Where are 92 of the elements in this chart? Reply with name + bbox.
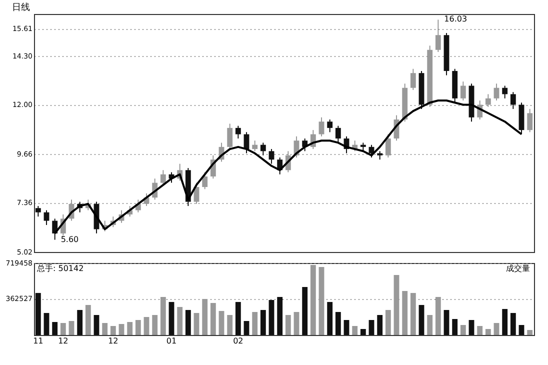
candlestick <box>44 210 50 226</box>
x-tick-label: 11 <box>33 336 44 346</box>
candlestick <box>227 123 233 150</box>
bar <box>168 302 174 335</box>
candlestick <box>460 81 466 102</box>
bar <box>268 300 274 335</box>
candlestick <box>410 68 416 90</box>
bar <box>402 290 408 335</box>
bar <box>318 266 324 335</box>
bar <box>177 306 183 335</box>
bar <box>427 314 433 335</box>
bar <box>518 324 524 335</box>
bar <box>102 322 108 335</box>
candlestick <box>485 94 491 108</box>
candlestick <box>160 170 166 186</box>
bar <box>127 322 133 335</box>
annotation: 总手: 50142 <box>36 264 84 273</box>
chart-title: 日线 <box>12 2 30 13</box>
bar <box>152 314 158 335</box>
bar <box>435 296 441 335</box>
bar <box>252 312 258 335</box>
candlestick <box>235 125 241 139</box>
bar <box>52 322 58 335</box>
line-series <box>54 100 522 234</box>
bar <box>368 320 374 335</box>
candlestick <box>268 148 274 164</box>
bar <box>494 322 500 335</box>
bar <box>77 310 83 335</box>
bar <box>452 318 458 335</box>
bar <box>235 302 241 335</box>
bar <box>527 330 533 335</box>
bar <box>302 286 308 335</box>
bar <box>260 310 266 335</box>
bar <box>160 296 166 335</box>
bar <box>44 312 50 335</box>
bar <box>377 314 383 335</box>
bar <box>110 326 116 335</box>
bar <box>118 324 124 335</box>
bar <box>310 264 316 335</box>
bar <box>344 320 350 335</box>
x-tick-label: 12 <box>58 336 68 346</box>
bar <box>85 304 91 335</box>
candlestick <box>510 92 516 110</box>
bar <box>460 324 466 335</box>
bar <box>135 320 141 335</box>
x-tick-label: 02 <box>233 336 244 346</box>
bar <box>410 292 416 335</box>
bar <box>194 312 200 335</box>
bar <box>277 296 283 335</box>
bar <box>244 320 250 335</box>
bar <box>335 312 341 335</box>
bar <box>144 316 150 335</box>
candlestick <box>202 172 208 190</box>
bar <box>468 320 474 335</box>
bar <box>68 320 74 335</box>
annotation: 5.60 <box>60 234 79 244</box>
bar <box>294 312 300 335</box>
candlestick <box>35 206 41 218</box>
bar <box>510 312 516 335</box>
candlestick <box>385 134 391 158</box>
bar <box>418 304 424 335</box>
bar <box>485 328 491 335</box>
bar <box>285 314 291 335</box>
bar <box>210 302 216 335</box>
x-tick-label: 12 <box>108 336 118 346</box>
bar <box>502 308 508 335</box>
candlestick <box>252 140 258 152</box>
bar <box>352 326 358 335</box>
bar <box>60 322 66 335</box>
annotation: 成交量 <box>506 264 530 273</box>
x-tick-label: 01 <box>166 336 177 346</box>
bar <box>327 302 333 335</box>
candlestick <box>502 85 508 99</box>
candlestick <box>527 108 533 133</box>
candlestick <box>260 142 266 156</box>
candlestick <box>494 83 500 102</box>
bar <box>185 310 191 335</box>
bar <box>360 328 366 335</box>
candlestick <box>435 19 441 52</box>
bar <box>444 310 450 335</box>
bar <box>218 310 224 335</box>
bar <box>394 274 400 335</box>
bar <box>477 326 483 335</box>
annotation: 16.03 <box>444 14 468 24</box>
bar <box>227 314 233 335</box>
candlestick <box>335 125 341 144</box>
candlestick <box>327 118 333 133</box>
bar <box>202 298 208 335</box>
bar <box>35 292 41 335</box>
bar <box>385 310 391 335</box>
bar <box>94 314 100 335</box>
candlestick <box>318 116 324 137</box>
